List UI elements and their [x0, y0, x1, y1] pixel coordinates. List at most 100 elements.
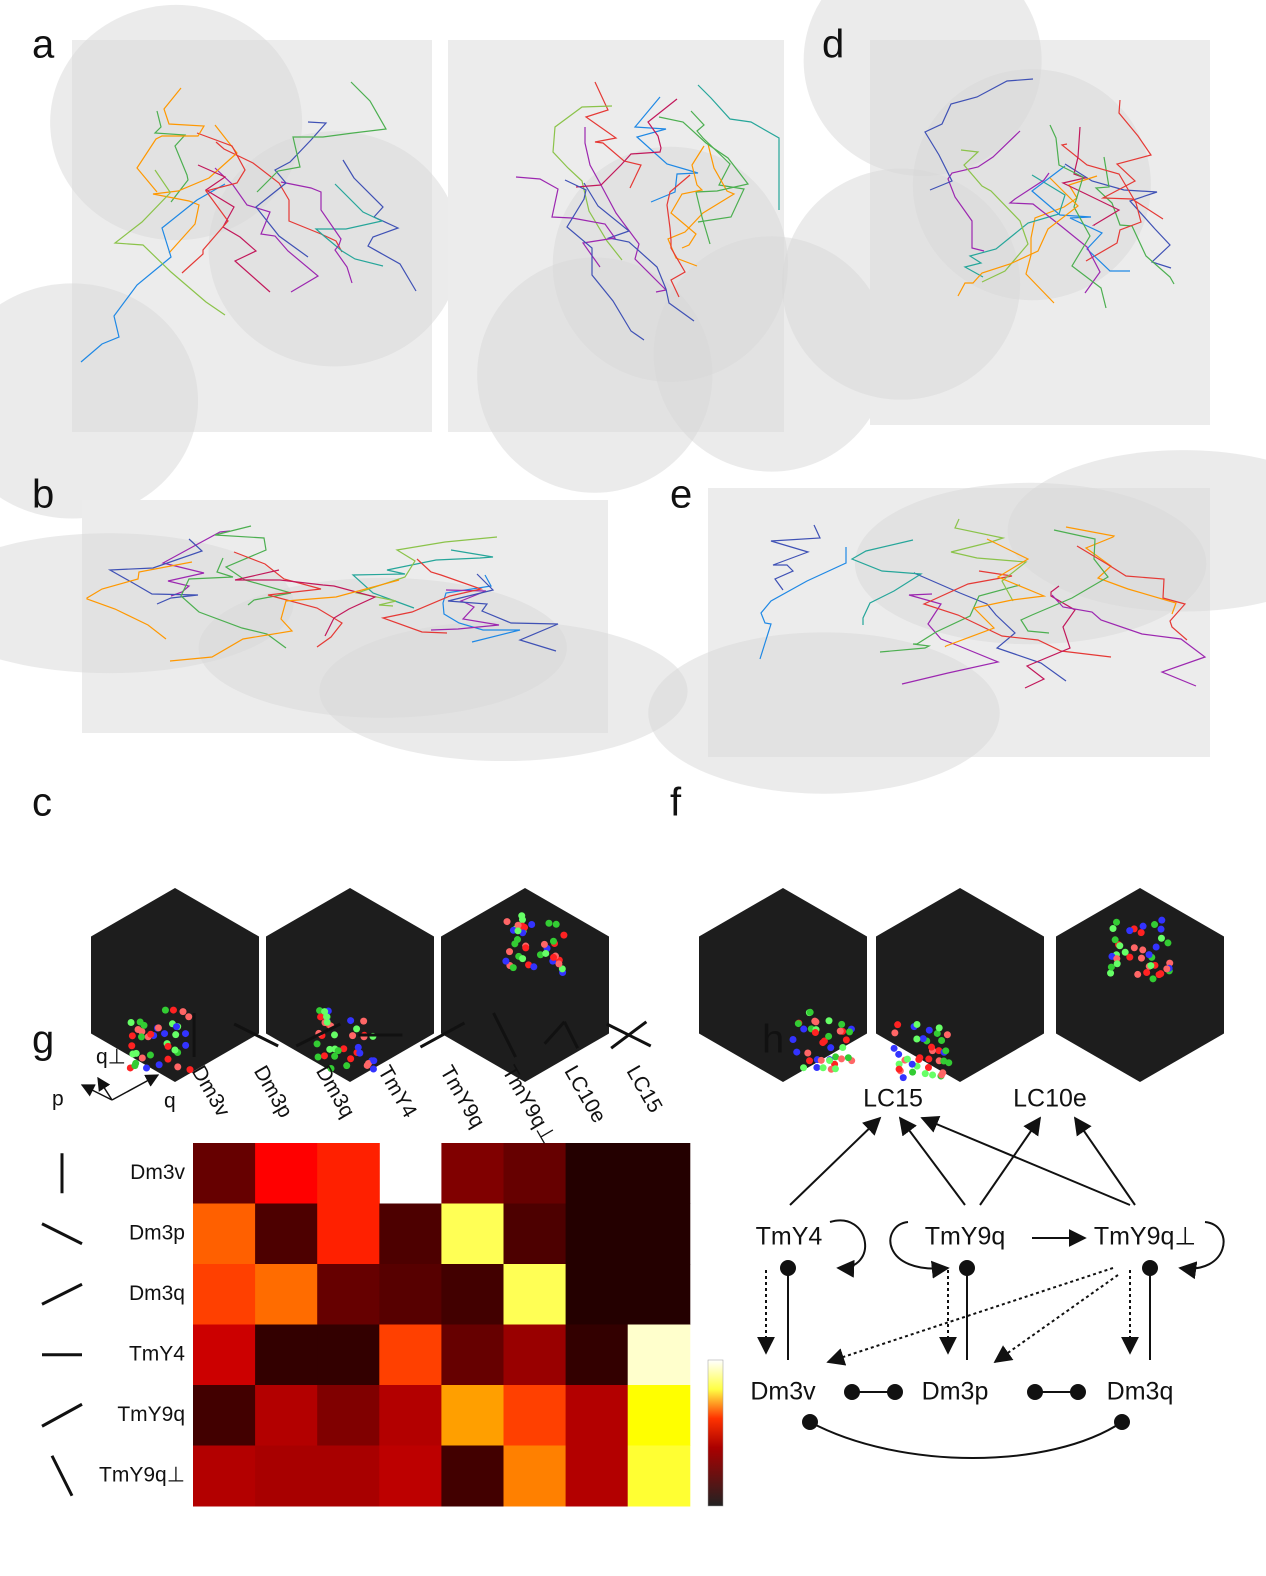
- neuron: [924, 78, 1034, 191]
- neuron: [658, 116, 750, 245]
- hex-dot: [343, 1062, 351, 1070]
- heatmap-cell: [503, 1324, 567, 1386]
- hex-dot: [846, 1028, 854, 1036]
- heatmap-cell: [317, 1203, 380, 1265]
- neuron: [670, 145, 705, 249]
- heatmap-cell: [503, 1445, 567, 1507]
- neuron: [666, 174, 691, 298]
- column-label: LC15: [622, 1062, 667, 1117]
- hex-dot: [903, 1055, 911, 1063]
- hex-dot: [1126, 927, 1134, 935]
- neuron: [1076, 545, 1188, 641]
- hex-grid: [441, 888, 609, 1082]
- hex-dot: [890, 1044, 898, 1052]
- heatmap-cell: [317, 1324, 380, 1386]
- heatmap-cell: [379, 1264, 442, 1325]
- hex-dot: [789, 1035, 797, 1043]
- hex-dot: [812, 1018, 820, 1026]
- hex-dot: [899, 1074, 907, 1082]
- neuron: [690, 110, 745, 223]
- heatmap-cell: [627, 1324, 691, 1386]
- brain-shade: [208, 131, 461, 367]
- brain-shade: [198, 577, 567, 718]
- heatmap-cell: [379, 1445, 442, 1507]
- brain-shade: [1007, 450, 1266, 612]
- hex-dot: [182, 1030, 190, 1038]
- hex-dot: [154, 1024, 162, 1032]
- hex-dot: [502, 957, 510, 965]
- neuron: [113, 169, 226, 316]
- neuron: [180, 557, 287, 649]
- hex-dot: [915, 1055, 923, 1063]
- neuron: [944, 538, 1047, 648]
- heatmap-cell: [441, 1385, 504, 1446]
- hex-dot: [1116, 942, 1124, 950]
- hex-dot: [549, 937, 557, 945]
- hex-dot: [143, 1064, 151, 1072]
- brain-shade: [0, 283, 198, 519]
- hex-dot: [804, 1049, 812, 1057]
- hex-dot: [161, 1006, 169, 1014]
- neuron: [214, 525, 292, 606]
- hex-dot: [1157, 934, 1165, 942]
- neuron: [1061, 126, 1121, 226]
- neuron: [1060, 143, 1142, 262]
- hex-dot: [1134, 970, 1142, 978]
- heatmap-cell: [565, 1264, 629, 1325]
- heatmap-cell: [193, 1203, 256, 1265]
- heatmap-cell: [441, 1324, 504, 1386]
- neuron: [1025, 175, 1098, 304]
- heatmap-cell: [627, 1143, 691, 1204]
- hex-dot: [134, 1025, 142, 1033]
- hex-dot: [921, 1070, 929, 1078]
- hex-dot: [320, 1052, 328, 1060]
- hex-dot: [353, 1025, 361, 1033]
- orientation-glyph: [610, 1020, 648, 1050]
- hex-dot: [334, 1047, 342, 1055]
- hex-dot: [811, 1029, 819, 1037]
- hex-dot: [1107, 963, 1115, 971]
- hex-dot: [939, 1069, 947, 1077]
- node-label: TmY9q⊥: [1094, 1223, 1196, 1251]
- column-label: TmY4: [373, 1062, 421, 1122]
- node-label: Dm3p: [922, 1378, 989, 1406]
- neuron: [697, 84, 780, 210]
- heatmap-cell: [255, 1203, 318, 1265]
- hex-dot: [511, 940, 519, 948]
- brain-shade: [648, 632, 1000, 794]
- hex-dot: [820, 1037, 828, 1045]
- hex-dot: [138, 1054, 146, 1062]
- hex-dot: [514, 921, 522, 929]
- hex-dot: [519, 955, 527, 963]
- hex-dot: [136, 1018, 144, 1026]
- neuron: [575, 98, 678, 188]
- neuron: [80, 183, 226, 363]
- hex-dot: [1113, 918, 1121, 926]
- column-label: TmY9q: [435, 1062, 489, 1132]
- heatmap-cell: [317, 1445, 380, 1507]
- panel-label: d: [822, 23, 844, 67]
- hex-dot: [185, 1013, 193, 1021]
- hex-grid: [1056, 888, 1224, 1082]
- hex-dot: [369, 1065, 377, 1073]
- neuron: [552, 105, 623, 261]
- neuron: [1094, 156, 1175, 285]
- hex-dot: [928, 1043, 936, 1051]
- heatmap-cell: [503, 1143, 567, 1204]
- orientation-glyph: [492, 1012, 517, 1058]
- heatmap-cell: [441, 1264, 504, 1325]
- hex-grid: [699, 888, 867, 1082]
- hex-dot: [540, 940, 548, 948]
- hex-dot: [503, 918, 511, 926]
- hex-dot: [323, 1013, 331, 1021]
- orientation-glyph: [41, 1282, 83, 1306]
- orientation-glyph: [233, 1022, 279, 1048]
- brain-shade: [782, 168, 1021, 400]
- hex-dot: [314, 1053, 322, 1061]
- neuron: [957, 177, 1079, 297]
- hex-grid: [266, 888, 434, 1082]
- heatmap-cell: [565, 1445, 629, 1507]
- hex-dot: [800, 1025, 808, 1033]
- neuron: [879, 584, 1021, 653]
